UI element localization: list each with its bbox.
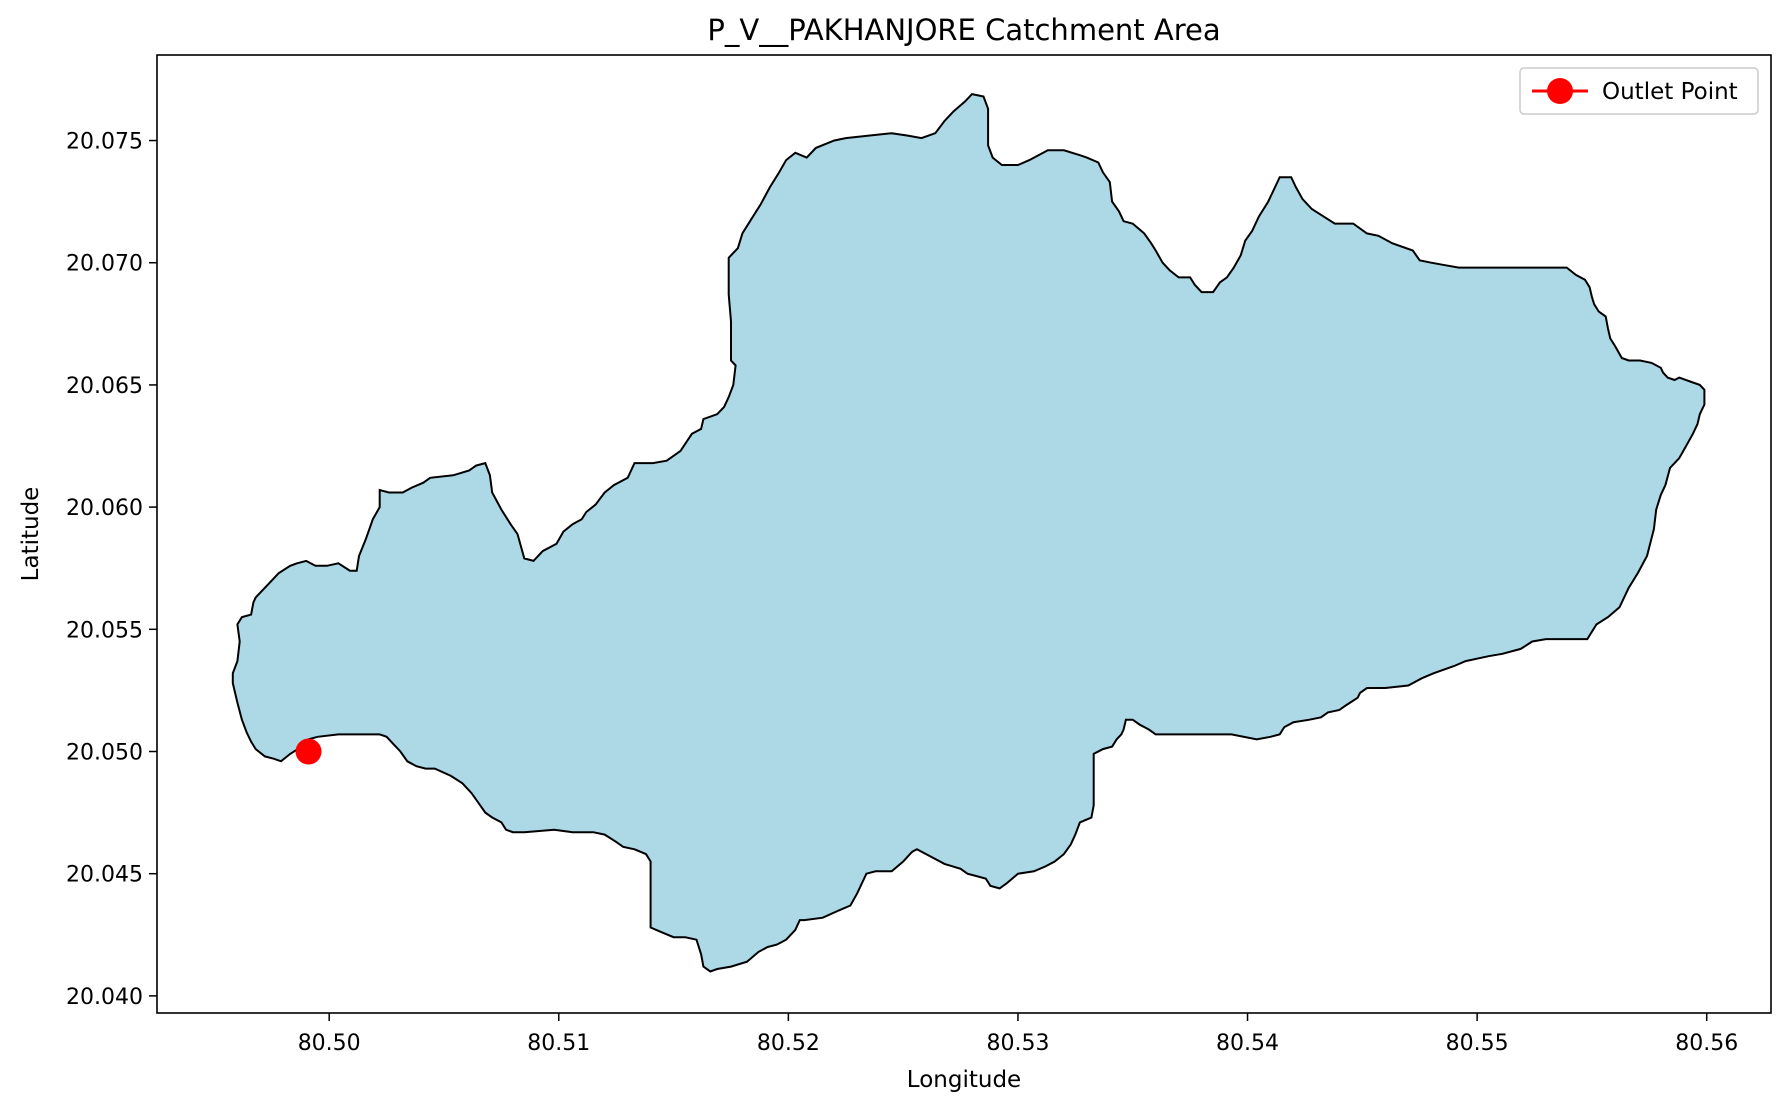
axes-frame bbox=[156, 54, 1772, 1014]
catchment-polygon bbox=[231, 93, 1706, 973]
outlet-point-marker bbox=[295, 738, 322, 765]
legend: Outlet Point bbox=[1519, 67, 1759, 115]
legend-box bbox=[1519, 67, 1759, 115]
x-tick-label: 80.53 bbox=[986, 1031, 1049, 1056]
x-axis-label: Longitude bbox=[907, 1067, 1021, 1093]
x-tick-label: 80.52 bbox=[757, 1031, 820, 1056]
legend-entry-outlet-point: Outlet Point bbox=[1602, 79, 1738, 105]
x-tick-label: 80.51 bbox=[527, 1031, 590, 1056]
y-tick-label: 20.070 bbox=[66, 252, 143, 277]
x-tick-label: 80.55 bbox=[1446, 1031, 1509, 1056]
y-tick-label: 20.050 bbox=[66, 741, 143, 766]
y-axis: 20.040 20.045 20.050 20.055 20.060 20.065 20.0… bbox=[66, 130, 157, 1010]
plot-area bbox=[156, 54, 1772, 1014]
legend-marker bbox=[1547, 78, 1573, 104]
y-tick-label: 20.055 bbox=[66, 618, 143, 643]
y-tick-label: 20.040 bbox=[66, 985, 143, 1010]
x-tick-label: 80.56 bbox=[1675, 1031, 1738, 1056]
y-tick-label: 20.075 bbox=[66, 130, 143, 155]
x-tick-label: 80.54 bbox=[1216, 1031, 1279, 1056]
y-tick-label: 20.060 bbox=[66, 496, 143, 521]
x-tick-label: 80.50 bbox=[298, 1031, 361, 1056]
chart-title: P_V__PAKHANJORE Catchment Area bbox=[707, 13, 1220, 47]
y-tick-label: 20.065 bbox=[66, 374, 143, 399]
x-axis: 80.50 80.51 80.52 80.53 80.54 80.55 80.56 bbox=[298, 1013, 1738, 1056]
y-axis-label: Latitude bbox=[18, 487, 44, 582]
y-tick-label: 20.045 bbox=[66, 863, 143, 888]
